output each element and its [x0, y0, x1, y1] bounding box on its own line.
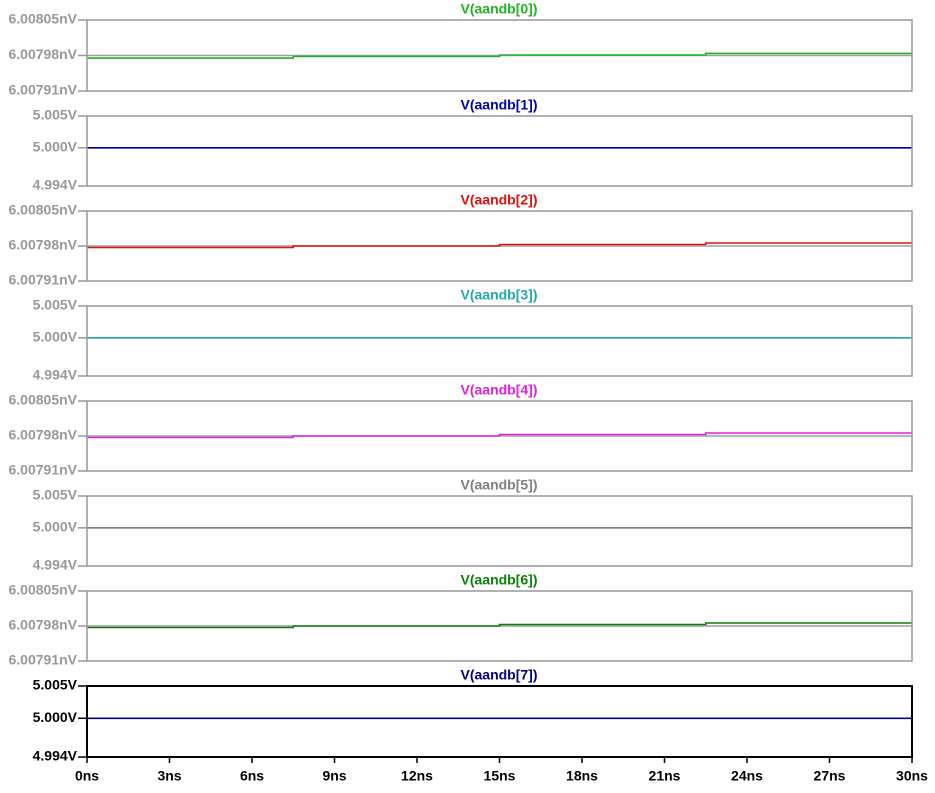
y-tick-label: 5.005V: [33, 677, 78, 693]
pane-frame: [86, 210, 913, 282]
x-tick-label: 30ns: [896, 768, 928, 784]
y-tick-label: 6.00805nV: [9, 202, 78, 218]
pane-frame: [86, 590, 913, 662]
y-tick-label: 6.00798nV: [9, 237, 78, 253]
y-tick-label: 5.000V: [33, 709, 78, 725]
x-tick-label: 12ns: [401, 768, 433, 784]
x-tick-label: 6ns: [240, 768, 264, 784]
y-tick-label: 5.005V: [33, 297, 78, 313]
trace: [87, 622, 912, 629]
x-tick-label: 9ns: [322, 768, 346, 784]
x-tick-label: 18ns: [566, 768, 598, 784]
y-tick-label: 5.000V: [33, 329, 78, 345]
x-tick-label: 27ns: [814, 768, 846, 784]
y-tick-label: 4.994V: [33, 177, 78, 193]
pane-title: V(aandb[4]): [461, 382, 538, 398]
pane-frame: [86, 305, 913, 377]
y-tick-label: 5.000V: [33, 519, 78, 535]
y-tick-label: 6.00798nV: [9, 46, 78, 62]
x-tick-label: 3ns: [157, 768, 181, 784]
pane-frame: [86, 495, 913, 567]
y-tick-label: 6.00805nV: [9, 392, 78, 408]
pane-frame: [86, 19, 913, 92]
y-tick-label: 6.00798nV: [9, 427, 78, 443]
y-tick-label: 6.00805nV: [9, 11, 78, 27]
pane-title: V(aandb[1]): [461, 97, 538, 113]
pane-title: V(aandb[3]): [461, 287, 538, 303]
y-tick-label: 5.005V: [33, 107, 78, 123]
pane-frame: [86, 400, 913, 472]
y-tick-label: 6.00791nV: [9, 272, 78, 288]
y-tick-label: 5.000V: [33, 139, 78, 155]
y-tick-label: 4.994V: [33, 748, 78, 764]
pane-title: V(aandb[5]): [461, 477, 538, 493]
y-tick-label: 6.00805nV: [9, 582, 78, 598]
y-tick-label: 6.00798nV: [9, 617, 78, 633]
trace: [87, 432, 912, 439]
y-tick-label: 4.994V: [33, 367, 78, 383]
y-tick-label: 6.00791nV: [9, 652, 78, 668]
pane-frame: [86, 115, 913, 187]
pane-title: V(aandb[2]): [461, 192, 538, 208]
y-tick-label: 4.994V: [33, 557, 78, 573]
pane-title: V(aandb[0]): [461, 1, 538, 17]
trace: [87, 242, 912, 249]
y-tick-label: 6.00791nV: [9, 462, 78, 478]
y-tick-label: 5.005V: [33, 487, 78, 503]
pane-title: V(aandb[7]): [461, 667, 538, 683]
y-tick-label: 6.00791nV: [9, 82, 78, 98]
x-tick-label: 0ns: [75, 768, 99, 784]
trace: [87, 52, 912, 59]
x-tick-label: 24ns: [731, 768, 763, 784]
x-tick-label: 15ns: [484, 768, 516, 784]
x-tick-label: 21ns: [649, 768, 681, 784]
pane-title: V(aandb[6]): [461, 572, 538, 588]
